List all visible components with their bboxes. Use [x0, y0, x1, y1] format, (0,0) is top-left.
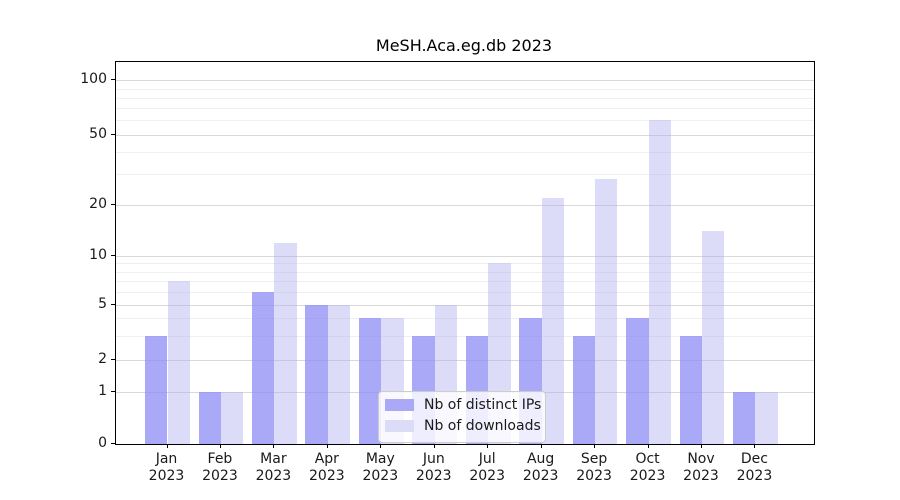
x-tick-label: Jul 2023: [469, 451, 505, 484]
x-tick: [754, 444, 756, 448]
y-tick-label: 100: [80, 71, 107, 88]
x-tick: [433, 444, 435, 448]
gridline-minor: [116, 281, 814, 283]
gridline-minor: [116, 120, 814, 122]
y-tick: [111, 79, 115, 81]
bar-downloads: [755, 391, 778, 444]
bar-distinct-ips: [626, 318, 649, 444]
bar-downloads: [220, 391, 244, 444]
x-tick: [540, 444, 542, 448]
legend-swatch-distinct-ips: [385, 399, 414, 411]
bar-distinct-ips: [358, 318, 382, 444]
legend-label-distinct-ips: Nb of distinct IPs: [424, 397, 542, 413]
bar-distinct-ips: [733, 391, 756, 444]
plot-area: Nb of distinct IPs Nb of downloads: [115, 61, 815, 445]
y-tick-label: 5: [98, 295, 107, 312]
y-tick-label: 20: [89, 196, 107, 213]
gridline-minor: [116, 263, 814, 265]
x-tick-label: Jan 2023: [148, 451, 185, 484]
x-tick: [594, 444, 596, 448]
y-tick: [111, 390, 115, 392]
gridline-major: [116, 360, 814, 362]
legend-item-downloads: Nb of downloads: [379, 416, 545, 436]
x-tick-label: Sep 2023: [576, 451, 612, 484]
gridline-major: [116, 134, 814, 136]
y-tick-label: 2: [98, 351, 107, 368]
y-tick: [111, 204, 115, 206]
x-tick-label: Apr 2023: [309, 451, 345, 484]
x-tick-label: Nov 2023: [683, 451, 719, 484]
x-tick-label: Feb 2023: [202, 451, 238, 484]
y-tick: [111, 303, 115, 305]
x-tick: [219, 444, 221, 448]
gridline-major: [116, 205, 814, 207]
gridline-minor: [116, 318, 814, 320]
bar-distinct-ips: [305, 304, 328, 444]
x-tick-label: Jun 2023: [415, 451, 452, 484]
gridline-minor: [116, 173, 814, 175]
y-tick-label: 10: [89, 246, 107, 263]
y-tick: [111, 254, 115, 256]
x-tick-label: Oct 2023: [629, 451, 666, 484]
legend: Nb of distinct IPs Nb of downloads: [378, 391, 546, 443]
bar-distinct-ips: [145, 335, 168, 444]
gridline-minor: [116, 151, 814, 153]
chart-title: MeSH.Aca.eg.db 2023: [375, 36, 553, 55]
legend-swatch-downloads: [385, 420, 414, 432]
y-tick-label: 1: [98, 382, 107, 399]
gridline-minor: [116, 108, 814, 110]
bar-distinct-ips: [679, 335, 702, 444]
x-tick: [273, 444, 275, 448]
y-tick-label: 0: [98, 435, 107, 451]
x-tick: [647, 444, 649, 448]
gridline-minor: [116, 271, 814, 273]
bar-distinct-ips: [252, 291, 275, 444]
bar-distinct-ips: [572, 335, 596, 444]
bar-downloads: [327, 304, 351, 444]
gridline-major: [116, 80, 814, 82]
x-tick-label: Dec 2023: [736, 451, 773, 484]
legend-item-distinct-ips: Nb of distinct IPs: [379, 395, 545, 415]
bar-downloads: [274, 242, 297, 444]
bar-downloads: [167, 281, 190, 444]
y-tick: [111, 443, 115, 444]
gridline-minor: [116, 88, 814, 90]
x-tick-label: Aug 2023: [522, 451, 559, 484]
x-tick: [326, 444, 328, 448]
gridline-major: [116, 304, 814, 306]
x-tick: [380, 444, 382, 448]
bar-distinct-ips: [198, 391, 221, 444]
y-tick: [111, 359, 115, 361]
bar-downloads: [541, 197, 565, 444]
x-tick-label: Mar 2023: [255, 451, 292, 484]
bar-downloads: [702, 231, 725, 444]
gridline-minor: [116, 335, 814, 337]
gridline-minor: [116, 291, 814, 293]
x-tick: [487, 444, 489, 448]
bar-downloads: [595, 179, 618, 444]
x-tick: [701, 444, 702, 448]
gridline-major: [116, 255, 814, 257]
x-tick: [166, 444, 168, 448]
gridline-minor: [116, 97, 814, 99]
bar-downloads: [648, 120, 671, 444]
x-tick-label: May 2023: [362, 451, 399, 484]
legend-label-downloads: Nb of downloads: [424, 418, 541, 434]
y-tick-label: 50: [89, 125, 107, 142]
y-tick: [111, 133, 115, 135]
